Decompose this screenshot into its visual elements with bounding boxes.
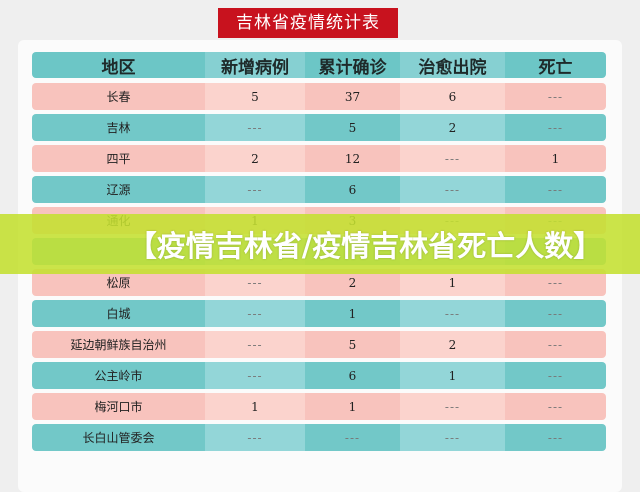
value-cell: --- (547, 337, 564, 352)
value-cell: 12 (344, 151, 361, 166)
header-cell: 地区 (101, 57, 136, 78)
value-cell: 6 (348, 182, 357, 197)
value-cell: --- (547, 306, 564, 321)
value-cell: --- (400, 300, 505, 327)
region-cell: 长春 (106, 90, 131, 104)
value-cell: 1 (205, 393, 305, 420)
value-cell: 1 (400, 362, 505, 389)
value-cell: --- (205, 300, 305, 327)
value-cell: --- (205, 176, 305, 203)
value-cell: --- (205, 114, 305, 141)
value-cell: --- (547, 120, 564, 135)
value-cell: --- (547, 182, 564, 197)
value-cell: 1 (348, 399, 357, 414)
region-cell: 白城 (106, 307, 131, 321)
value-cell: 6 (348, 368, 357, 383)
value-cell: --- (205, 331, 305, 358)
table-row: 延边朝鲜族自治州 --- 5 2 --- (32, 331, 606, 358)
region-cell: 长白山管委会 (82, 431, 155, 445)
table-row: 辽源 --- 6 --- --- (32, 176, 606, 203)
table-row: 长白山管委会 --- --- --- --- (32, 424, 606, 451)
value-cell: --- (400, 393, 505, 420)
value-cell: 37 (344, 89, 361, 104)
table-title: 吉林省疫情统计表 (218, 8, 398, 38)
region-cell: 延边朝鲜族自治州 (70, 338, 167, 352)
region-cell: 辽源 (106, 183, 131, 197)
value-cell: 1 (551, 151, 560, 166)
region-cell: 公主岭市 (94, 369, 143, 383)
table-row: 吉林 --- 5 2 --- (32, 114, 606, 141)
value-cell: 6 (400, 83, 505, 110)
value-cell: 1 (348, 306, 357, 321)
table-row: 白城 --- 1 --- --- (32, 300, 606, 327)
value-cell: 2 (400, 331, 505, 358)
value-cell: --- (547, 399, 564, 414)
value-cell: --- (344, 430, 361, 445)
region-cell: 梅河口市 (94, 400, 143, 414)
headline-banner: 【疫情吉林省/疫情吉林省死亡人数】 (0, 214, 640, 274)
table-row: 长春 5 37 6 --- (32, 83, 606, 110)
value-cell: --- (547, 368, 564, 383)
value-cell: 2 (348, 275, 357, 290)
value-cell: 5 (348, 337, 357, 352)
banner-text: 【疫情吉林省/疫情吉林省死亡人数】 (127, 229, 603, 263)
table-row: 梅河口市 1 1 --- --- (32, 393, 606, 420)
table-row: 公主岭市 --- 6 1 --- (32, 362, 606, 389)
header-cell: 累计确诊 (318, 57, 387, 78)
header-cell: 治愈出院 (400, 52, 505, 78)
value-cell: --- (547, 89, 564, 104)
value-cell: --- (205, 362, 305, 389)
value-cell: --- (400, 424, 505, 451)
header-cell: 死亡 (538, 57, 573, 78)
header-cell: 新增病例 (205, 52, 305, 78)
value-cell: 2 (400, 114, 505, 141)
region-cell: 四平 (106, 152, 131, 166)
epidemic-table: 地区 新增病例 累计确诊 治愈出院 死亡 长春 5 37 6 --- 吉林 --- 5 2 ---… (32, 52, 606, 455)
value-cell: --- (547, 430, 564, 445)
region-cell: 松原 (106, 276, 131, 290)
value-cell: --- (205, 424, 305, 451)
value-cell: 5 (205, 83, 305, 110)
table-header: 地区 新增病例 累计确诊 治愈出院 死亡 (32, 52, 606, 78)
table-row: 四平 2 12 --- 1 (32, 145, 606, 172)
region-cell: 吉林 (106, 121, 131, 135)
value-cell: 2 (205, 145, 305, 172)
value-cell: --- (547, 275, 564, 290)
value-cell: --- (400, 145, 505, 172)
value-cell: 5 (348, 120, 357, 135)
value-cell: --- (400, 176, 505, 203)
